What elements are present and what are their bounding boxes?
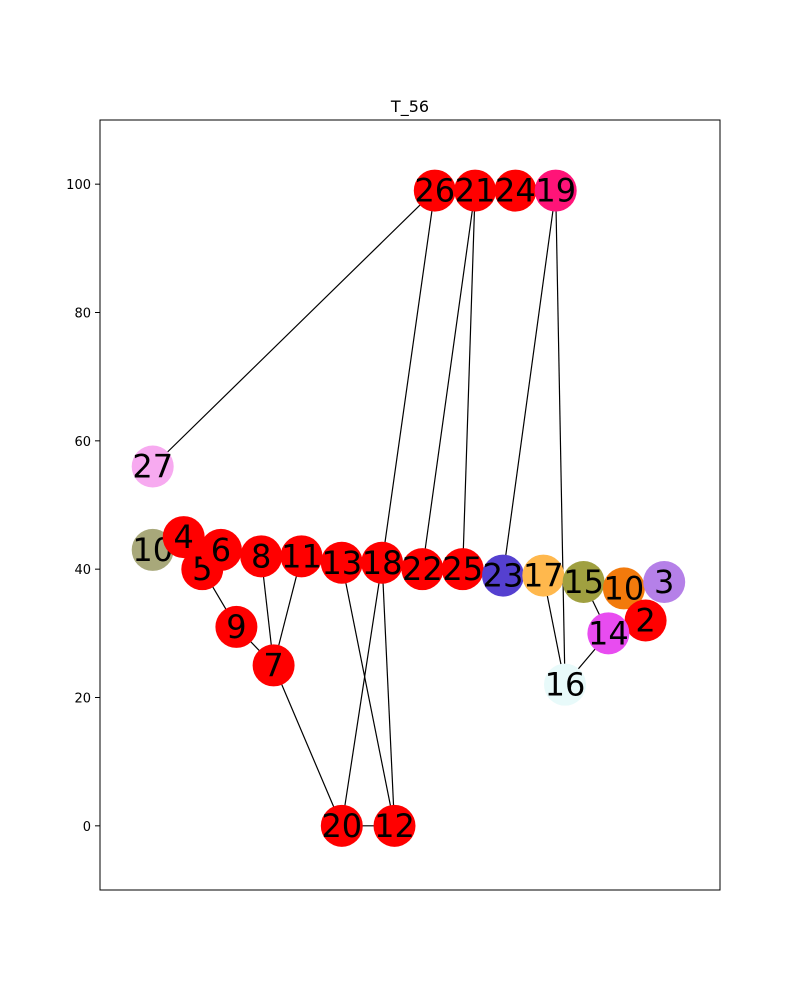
node-circle xyxy=(624,599,667,642)
node-circle xyxy=(534,169,577,212)
node-label: 12 xyxy=(374,807,415,845)
node-label: 7 xyxy=(263,646,283,684)
node-label: 6 xyxy=(211,531,231,569)
node-label: 18 xyxy=(362,544,403,582)
node-circle xyxy=(320,541,363,584)
y-tick-label: 80 xyxy=(74,307,91,322)
node-circle xyxy=(441,548,484,591)
node-circle xyxy=(320,804,363,847)
graph-edge xyxy=(462,190,476,570)
node-circle xyxy=(454,169,497,212)
node-circle xyxy=(240,535,283,578)
node-circle xyxy=(522,554,565,597)
node-label: 17 xyxy=(523,557,564,595)
node-label: 19 xyxy=(535,172,576,210)
graph-edge xyxy=(381,562,396,826)
graph-node: 6 xyxy=(199,528,242,571)
node-circle xyxy=(162,516,205,559)
node-circle xyxy=(361,541,404,584)
graph-node: 21 xyxy=(454,169,497,212)
node-label: 26 xyxy=(414,172,455,210)
node-label: 23 xyxy=(483,557,524,595)
node-circle xyxy=(413,169,456,212)
node-label: 15 xyxy=(563,563,604,601)
graph-node: 15 xyxy=(562,561,605,603)
graph-node: 14 xyxy=(587,612,630,655)
node-circle xyxy=(199,528,242,571)
node-circle xyxy=(544,663,586,706)
node-circle xyxy=(280,535,323,578)
node-label: 11 xyxy=(281,537,322,575)
graph-node: 7 xyxy=(252,644,295,687)
graph-edge xyxy=(502,190,557,576)
graph-edge xyxy=(341,562,383,826)
graph-node: 2 xyxy=(624,599,667,642)
node-label: 10 xyxy=(604,569,645,607)
node-circle xyxy=(252,644,295,687)
node-label: 3 xyxy=(654,563,674,601)
node-label: 22 xyxy=(402,550,443,588)
graph-edge xyxy=(421,190,476,570)
y-tick-label: 40 xyxy=(74,563,91,578)
node-circle xyxy=(587,612,630,655)
node-circle xyxy=(643,561,686,603)
node-circle xyxy=(215,605,258,648)
graph-node: 17 xyxy=(522,554,565,597)
y-tick-label: 100 xyxy=(66,178,91,193)
graph-node: 12 xyxy=(373,804,416,847)
node-label: 20 xyxy=(321,807,362,845)
graph-node: 23 xyxy=(482,554,524,597)
y-tick-label: 0 xyxy=(83,820,91,835)
plot-frame xyxy=(99,119,721,891)
graph-node: 19 xyxy=(534,169,577,212)
node-label: 2 xyxy=(635,602,655,640)
graph-node: 11 xyxy=(280,535,323,578)
graph-edge xyxy=(273,665,343,827)
node-label: 8 xyxy=(251,537,271,575)
node-circle xyxy=(401,548,444,591)
graph-node: 25 xyxy=(441,548,484,591)
graph-edge xyxy=(341,562,396,826)
node-label: 4 xyxy=(174,518,194,556)
node-label: 27 xyxy=(132,448,173,486)
graph-edge xyxy=(555,190,566,685)
node-circle xyxy=(373,804,416,847)
node-label: 9 xyxy=(226,608,246,646)
y-axis: 0 20 40 60 80 100 xyxy=(66,178,100,835)
y-tick-label: 20 xyxy=(74,692,91,707)
node-label: 25 xyxy=(442,550,483,588)
node-circle xyxy=(562,561,605,603)
graph-edge xyxy=(381,190,436,563)
graph-node: 24 xyxy=(494,169,537,212)
node-label: 14 xyxy=(588,614,629,652)
graph-node: 13 xyxy=(320,541,363,584)
node-circle xyxy=(131,445,174,488)
chart-title: T_56 xyxy=(390,97,429,117)
graph-node: 27 xyxy=(131,445,174,488)
graph-node: 3 xyxy=(643,561,686,603)
graph-node: 4 xyxy=(162,516,205,559)
node-label: 13 xyxy=(321,544,362,582)
graph-edge xyxy=(152,190,436,467)
graph-node: 10 xyxy=(602,567,645,610)
graph-node: 8 xyxy=(240,535,283,578)
node-circle xyxy=(482,554,524,597)
graph-node: 20 xyxy=(320,804,363,847)
graph-node: 9 xyxy=(215,605,258,648)
node-circle xyxy=(494,169,537,212)
node-circle xyxy=(602,567,645,610)
graph-node: 22 xyxy=(401,548,444,591)
y-tick-label: 60 xyxy=(74,435,91,450)
graph-node: 18 xyxy=(361,541,404,584)
node-label: 16 xyxy=(545,666,586,704)
graph-node: 26 xyxy=(413,169,456,212)
node-label: 24 xyxy=(495,172,536,210)
node-label: 21 xyxy=(455,172,496,210)
graph-node: 16 xyxy=(544,663,586,706)
